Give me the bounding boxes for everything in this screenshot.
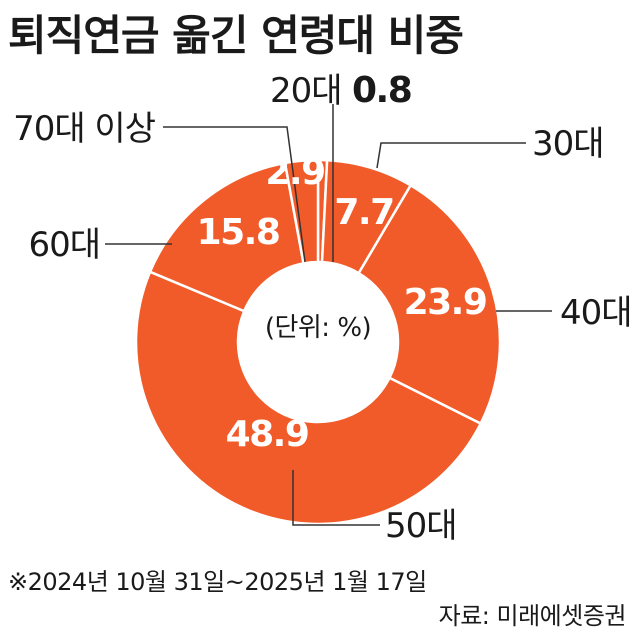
category-label-20s: 20대 (270, 71, 342, 111)
leader-lines-group (105, 104, 552, 526)
slice-50s (134, 270, 483, 526)
value-label-70s-plus: 2.9 (265, 152, 324, 193)
category-label-60s: 60대 (28, 225, 100, 265)
category-label-50s: 50대 (385, 506, 457, 546)
slice-70s-plus (283, 158, 320, 265)
slice-40s (357, 183, 502, 426)
category-label-30s: 30대 (532, 124, 604, 164)
leader-line-30s (376, 142, 526, 169)
unit-label: (단위: %) (265, 313, 371, 343)
value-label-50s: 48.9 (226, 414, 309, 455)
value-label-20s: 0.8 (352, 70, 411, 111)
value-label-30s: 7.7 (334, 192, 393, 233)
leader-line-70s-plus (163, 126, 306, 263)
value-label-60s: 15.8 (197, 212, 280, 253)
source-label: 자료: 미래에셋증권 (438, 602, 627, 630)
leader-line-50s (292, 470, 380, 526)
slice-60s (148, 161, 305, 313)
date-range-note: ※2024년 10월 31일~2025년 1월 17일 (8, 568, 427, 596)
value-label-40s: 23.9 (404, 282, 487, 323)
category-label-40s: 40대 (560, 293, 632, 333)
category-label-70s-plus: 70대 이상 (13, 109, 156, 149)
slices-group (134, 158, 502, 526)
labels-group: 20대 30대 40대 50대 60대 70대 이상 0.8 7.7 23.9 48.9 15.8 2… (13, 70, 632, 546)
chart-title: 퇴직연금 옮긴 연령대 비중 (8, 11, 464, 60)
